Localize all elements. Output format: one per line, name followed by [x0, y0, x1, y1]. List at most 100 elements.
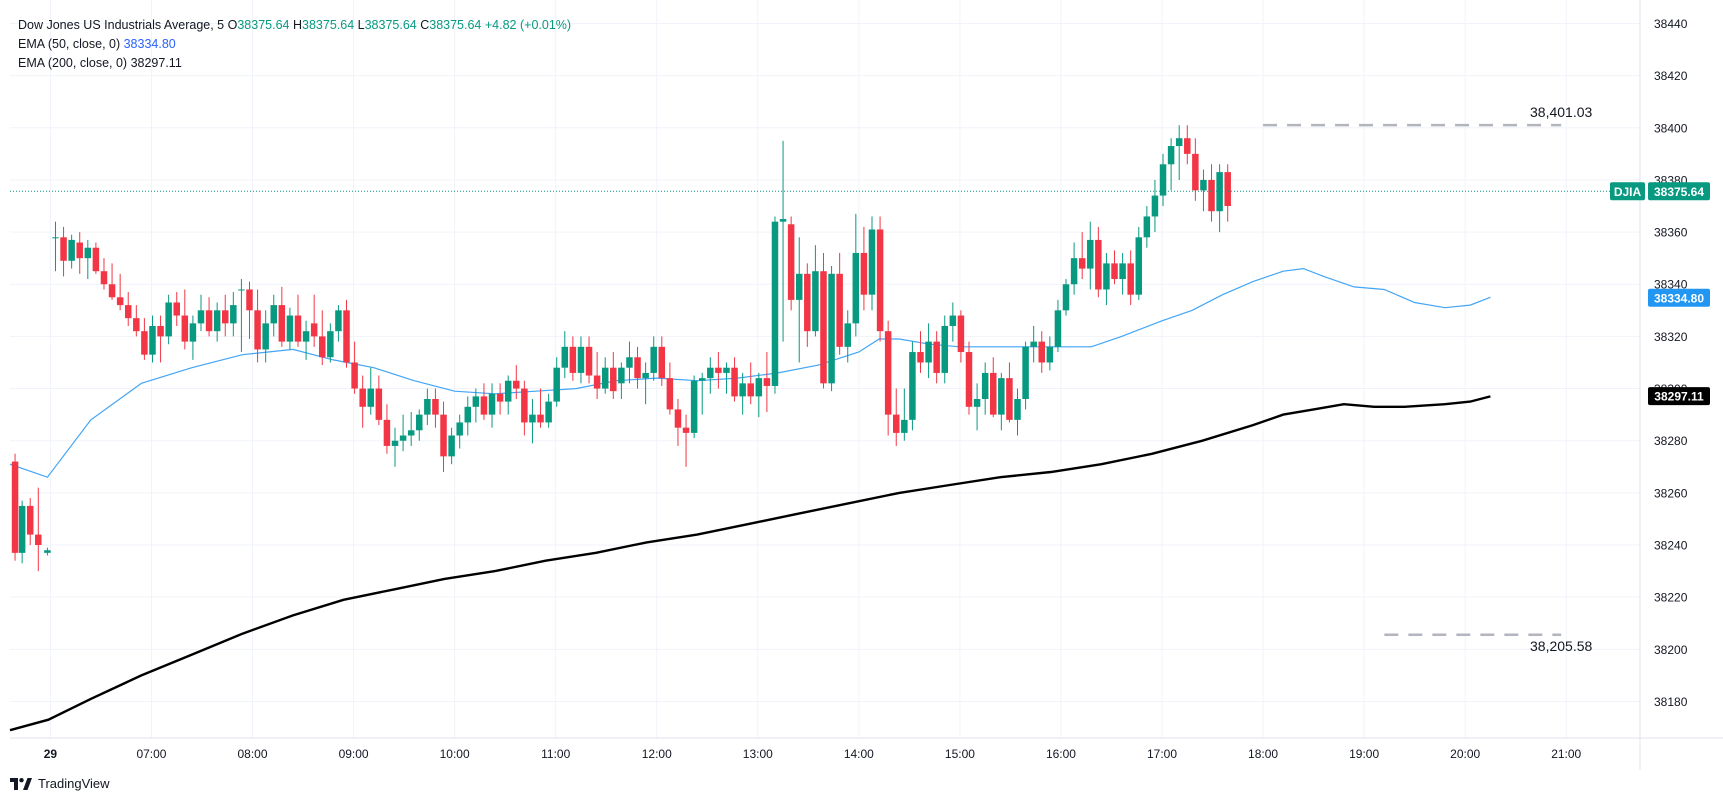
candle — [521, 380, 528, 436]
candle-body — [1184, 138, 1191, 154]
price-axis[interactable]: 3818038200382203824038260382803830038320… — [1639, 0, 1688, 770]
candle-body — [197, 310, 205, 324]
candle-body — [610, 367, 617, 392]
candle-body — [472, 396, 480, 407]
candle — [44, 547, 51, 556]
candle — [1054, 299, 1062, 353]
candle — [416, 409, 423, 441]
candle-body — [327, 331, 334, 358]
candle — [1143, 206, 1151, 248]
candle — [52, 221, 59, 272]
candle — [715, 352, 722, 389]
candle-body — [949, 315, 957, 326]
candle-body — [698, 378, 706, 381]
instrument-title[interactable]: Dow Jones US Industrials Average, 5 — [18, 18, 225, 32]
time-tick-label: 19:00 — [1349, 747, 1379, 761]
level-label: 38,401.03 — [1530, 104, 1592, 120]
candle — [901, 388, 908, 441]
current-price-label-prefix-bg — [1610, 182, 1645, 201]
candle — [116, 273, 124, 311]
candle — [488, 383, 496, 428]
candle — [1111, 250, 1118, 285]
candle — [1135, 226, 1143, 300]
legend-ohlc-row: Dow Jones US Industrials Average, 5 O383… — [18, 16, 571, 35]
candle — [327, 323, 334, 363]
candle-body — [1014, 398, 1021, 420]
candle — [941, 315, 948, 384]
candle-body — [108, 284, 116, 298]
time-tick-label: 15:00 — [945, 747, 975, 761]
candle — [440, 401, 447, 473]
candle — [731, 357, 738, 402]
candle-body — [26, 505, 34, 535]
candle — [690, 375, 698, 439]
candle-body — [76, 242, 83, 259]
candle — [319, 310, 326, 366]
candle-body — [731, 367, 738, 397]
candle — [1095, 226, 1102, 298]
chart-legend: Dow Jones US Industrials Average, 5 O383… — [18, 16, 571, 73]
candle — [1192, 138, 1199, 201]
time-tick-label: 20:00 — [1450, 747, 1480, 761]
candle-body — [44, 550, 51, 553]
candle-body — [278, 305, 286, 342]
candle — [278, 286, 286, 347]
time-tick-label: 18:00 — [1248, 747, 1278, 761]
candle — [610, 352, 617, 399]
candle — [1014, 388, 1021, 436]
price-tick-label: 38180 — [1654, 695, 1688, 709]
candle-body — [1006, 378, 1013, 420]
candle-body — [884, 331, 892, 415]
candle-body — [1103, 263, 1110, 290]
candle — [545, 393, 552, 428]
candle-body — [545, 401, 552, 423]
candle — [537, 388, 544, 428]
candle-body — [1159, 164, 1167, 196]
candle-body — [1167, 146, 1175, 165]
candle-body — [707, 367, 714, 379]
candle-body — [521, 388, 528, 423]
legend-ema50-row[interactable]: EMA (50, close, 0) 38334.80 — [18, 35, 571, 54]
candle — [84, 239, 92, 280]
candle-body — [812, 271, 819, 332]
candle-body — [181, 315, 189, 342]
price-tick-label: 38220 — [1654, 591, 1688, 605]
candle-body — [68, 239, 75, 261]
candle — [674, 398, 682, 446]
candle — [1127, 250, 1134, 306]
candle-body — [496, 393, 504, 402]
candle-body — [254, 310, 261, 350]
candle-body — [658, 346, 666, 379]
candle-body — [925, 341, 932, 363]
candle — [933, 331, 940, 384]
close-label: C — [420, 18, 430, 32]
candle — [124, 292, 132, 326]
candle-body — [213, 310, 221, 332]
candle-body — [488, 393, 496, 415]
current-price-label: DJIA 38375.64 — [1610, 182, 1710, 201]
candle-body — [416, 414, 423, 431]
candle-body — [836, 273, 843, 347]
time-axis[interactable]: 29 07:00 08:00 09:00 10:00 11:00 12:00 13:00 14:… — [10, 737, 1723, 761]
candle-body — [593, 375, 601, 389]
candle — [165, 294, 172, 345]
candle — [925, 323, 932, 379]
candle — [917, 331, 924, 373]
candle-body — [52, 237, 59, 239]
candle — [650, 336, 657, 381]
brand[interactable]: TradingView — [10, 776, 110, 791]
candle-body — [876, 229, 884, 332]
candle — [310, 294, 318, 347]
candle — [424, 388, 431, 426]
candle — [221, 294, 229, 337]
candle-body — [92, 247, 100, 272]
candle — [213, 302, 221, 342]
candle-body — [1200, 179, 1207, 191]
candle — [513, 365, 520, 399]
legend-ema200-row[interactable]: EMA (200, close, 0) 38297.11 — [18, 54, 571, 73]
candle — [698, 372, 706, 415]
candle — [205, 297, 213, 337]
candle-body — [1046, 346, 1054, 363]
candle — [739, 372, 746, 415]
